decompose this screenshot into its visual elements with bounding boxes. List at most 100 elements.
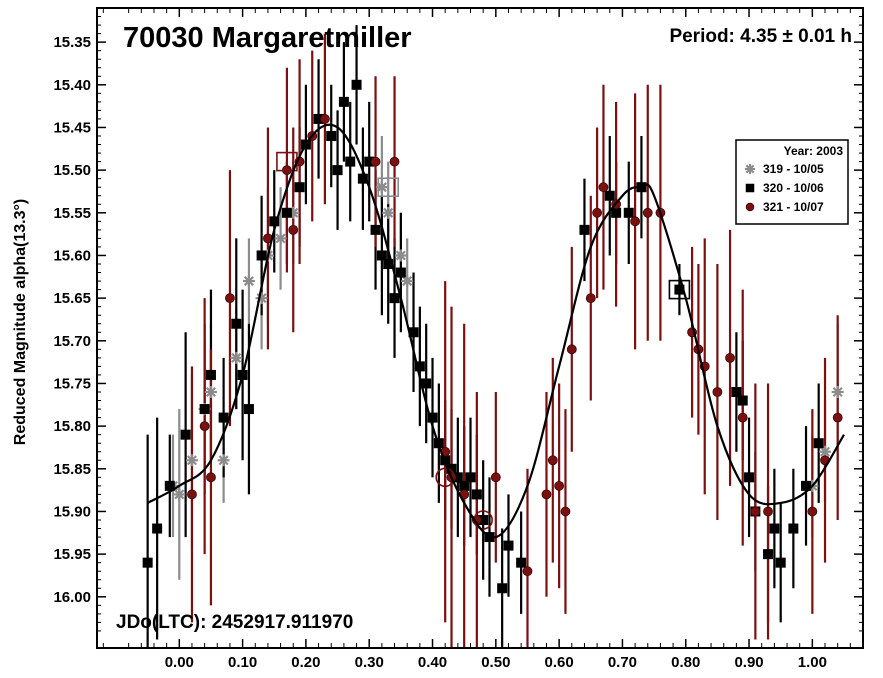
legend-marker [745,183,755,193]
x-tick-label: 0.50 [481,654,510,671]
y-tick-label: 15.40 [53,77,91,94]
data-point [731,387,742,397]
data-point [364,156,375,167]
y-tick-label: 15.80 [53,418,91,435]
data-point [414,361,425,372]
data-point [832,412,843,423]
y-tick-label: 15.45 [53,119,91,136]
asterisk-stroke [383,207,394,218]
legend-title: Year: 2003 [784,144,844,158]
y-tick-label: 15.60 [53,247,91,264]
legend-entry-label: 319 - 10/05 [763,162,824,176]
data-point [294,182,305,193]
y-tick-label: 15.85 [53,461,91,478]
data-point [452,472,463,483]
data-point [180,429,191,440]
data-point [164,480,175,491]
legend-entry-label: 320 - 10/06 [763,181,824,195]
data-point [206,472,216,483]
y-tick-label: 15.70 [53,333,91,350]
data-point [801,480,812,491]
x-tick-label: 1.00 [798,654,827,671]
legend: Year: 2003 319 - 10/05 320 - 10/06 321 - 1… [735,139,849,225]
data-point [274,232,287,245]
data-point [579,224,590,235]
x-tick-label: 0.60 [545,654,574,671]
data-point [471,489,482,500]
axis-ticks: 0.00 0.10 0.20 0.30 0.40 0.50 0.60 0.70 0.80 0.90… [53,7,863,671]
data-point [394,249,407,262]
data-point [383,259,394,269]
data-point [737,412,748,423]
asterisk-stroke [376,182,387,193]
data-point [642,207,653,218]
data-point [345,156,356,167]
data-point [630,216,640,227]
data-point [737,395,748,406]
legend-box [735,139,849,225]
y-axis-label: Reduced Magnitude alpha(13.3°) [12,199,29,445]
data-point [807,506,818,517]
data-point [225,293,235,304]
series-errorbars [190,33,839,648]
data-point [142,557,153,568]
x-tick-label: 0.10 [228,654,257,671]
data-point [185,454,198,467]
data-point [173,488,186,501]
x-tick-label: 0.20 [291,654,320,671]
data-point [769,523,780,534]
data-point [320,114,330,124]
data-point [395,267,406,278]
data-point [326,131,337,141]
data-point [269,216,280,227]
data-point [585,293,596,304]
data-point [243,404,254,415]
highlight-box [668,279,691,300]
data-point [465,472,476,483]
data-point [592,207,603,218]
data-point [281,207,292,218]
data-point [217,454,230,467]
data-point [338,96,349,107]
data-point [547,455,558,466]
chart-title: 70030 Margaretmiller [123,22,412,54]
data-point [831,386,844,398]
y-tick-label: 15.55 [53,205,91,222]
x-tick-label: 0.30 [355,654,384,671]
x-tick-label: 0.80 [671,654,700,671]
y-tick-label: 16.00 [53,589,91,606]
x-tick-label: 0.90 [734,654,763,671]
data-point [205,369,216,380]
x-tick-label: 0.70 [608,654,637,671]
data-point [199,404,210,415]
asterisk-stroke [174,489,185,500]
data-point [351,79,362,90]
asterisk-stroke [243,276,254,287]
data-point [604,190,615,201]
data-point [497,583,508,594]
asterisk-stroke [395,250,406,261]
data-point [256,250,267,261]
data-point [566,344,577,355]
y-tick-label: 15.90 [53,503,91,520]
data-point [775,557,786,568]
data-point [421,378,432,389]
data-point [231,318,242,329]
asterisk-stroke [402,276,413,287]
asterisk-stroke [186,455,197,466]
data-point [370,156,381,167]
data-point [611,207,622,218]
asterisk-stroke [819,446,831,457]
data-point [623,207,634,218]
y-tick-label: 15.65 [53,290,91,307]
data-point [478,515,489,525]
data-point [370,224,381,235]
data-point [408,327,419,338]
data-point [332,165,343,176]
asterisk-stroke [275,233,286,244]
highlight-box [377,177,400,197]
data-point [522,566,533,577]
series-points [142,79,824,594]
data-point [427,412,438,423]
asterisk-stroke [745,164,755,174]
